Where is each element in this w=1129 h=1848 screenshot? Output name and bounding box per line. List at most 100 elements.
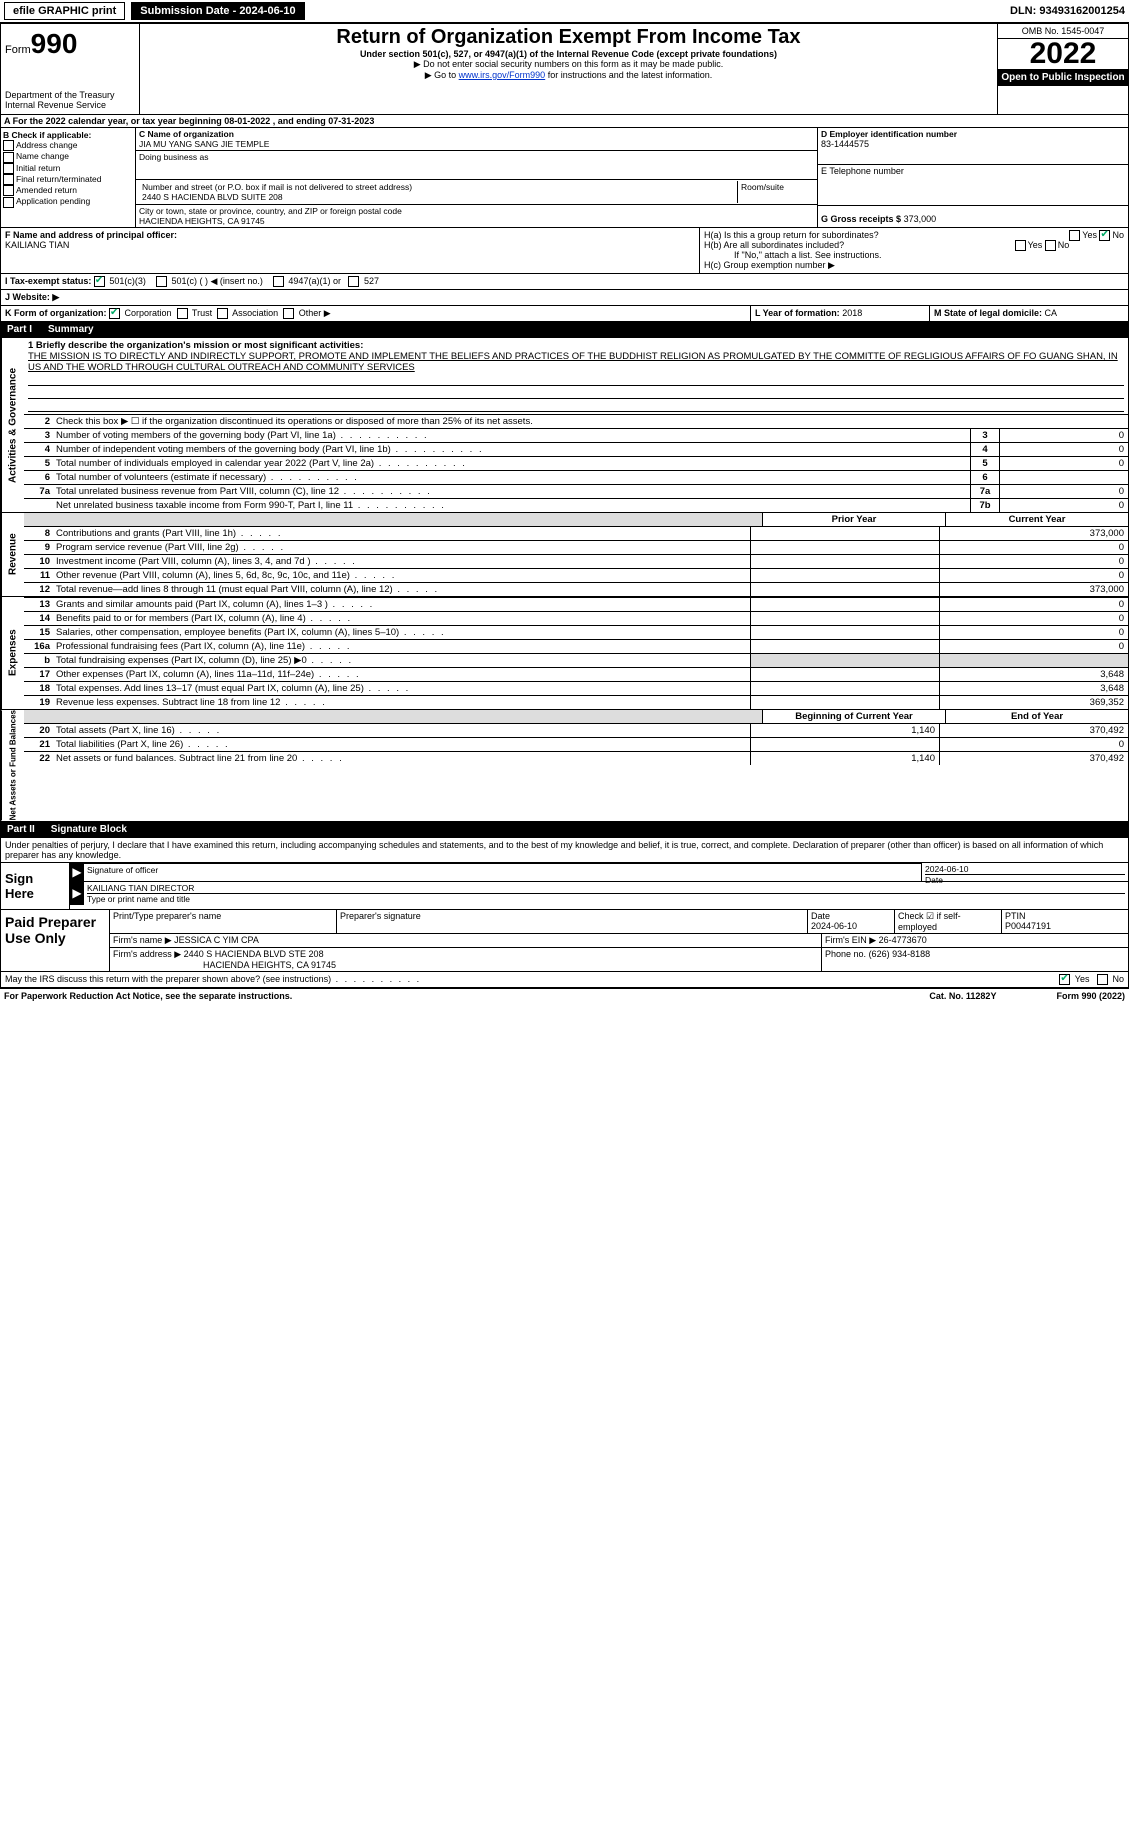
prep-ptin-col: PTINP00447191 xyxy=(1002,910,1128,933)
hb-yes-chk[interactable] xyxy=(1015,240,1026,251)
i-501c-chk[interactable] xyxy=(156,276,167,287)
submission-date-box: Submission Date - 2024-06-10 xyxy=(131,2,304,20)
revenue-content: Prior Year Current Year 8Contributions a… xyxy=(24,513,1128,596)
street-label: Number and street (or P.O. box if mail i… xyxy=(142,182,734,192)
line-13: 13Grants and similar amounts paid (Part … xyxy=(24,597,1128,611)
ha-no-chk[interactable] xyxy=(1099,230,1110,241)
line-21: 21Total liabilities (Part X, line 26)0 xyxy=(24,737,1128,751)
street-block: Number and street (or P.O. box if mail i… xyxy=(136,180,817,205)
revenue-hdr: Prior Year Current Year xyxy=(24,513,1128,526)
footer-left: For Paperwork Reduction Act Notice, see … xyxy=(4,991,292,1001)
i-527-chk[interactable] xyxy=(348,276,359,287)
sig-arrow-1: ▶ xyxy=(70,863,84,881)
l1-label: 1 Briefly describe the organization's mi… xyxy=(28,340,1124,351)
part-i-label: Part I xyxy=(7,324,32,335)
prep-selfemp-col: Check ☑ if self-employed xyxy=(895,910,1002,933)
prep-name-hdr: Print/Type preparer's name xyxy=(110,910,337,933)
sig-name-label: Type or print name and title xyxy=(87,894,1125,904)
ssn-note: ▶ Do not enter social security numbers o… xyxy=(146,59,991,70)
hc-label: H(c) Group exemption number ▶ xyxy=(704,260,1124,271)
sign-here-body: ▶ Signature of officer 2024-06-10 Date ▶… xyxy=(70,863,1128,909)
city-block: City or town, state or province, country… xyxy=(136,205,817,227)
line-4: 4Number of independent voting members of… xyxy=(24,442,1128,456)
prep-firm-addr: Firm's address ▶ 2440 S HACIENDA BLVD ST… xyxy=(110,948,822,971)
tax-year: 2022 xyxy=(998,39,1128,69)
city-label: City or town, state or province, country… xyxy=(139,206,814,216)
prep-row-1: Print/Type preparer's name Preparer's si… xyxy=(110,910,1128,934)
hb-label: H(b) Are all subordinates included? xyxy=(704,240,844,250)
line-7a: 7aTotal unrelated business revenue from … xyxy=(24,484,1128,498)
irs-yes-chk[interactable] xyxy=(1059,974,1070,985)
k-form-org: K Form of organization: Corporation Trus… xyxy=(1,306,750,321)
col-de: D Employer identification number 83-1444… xyxy=(818,128,1128,227)
room-suite-label: Room/suite xyxy=(738,181,814,203)
activities-content: 1 Briefly describe the organization's mi… xyxy=(24,338,1128,512)
header-right: OMB No. 1545-0047 2022 Open to Public In… xyxy=(997,24,1128,114)
line-22: 22Net assets or fund balances. Subtract … xyxy=(24,751,1128,765)
city-value: HACIENDA HEIGHTS, CA 91745 xyxy=(139,216,814,226)
i-4947-chk[interactable] xyxy=(273,276,284,287)
dept-treasury: Department of the Treasury xyxy=(5,90,135,100)
prep-row-3: Firm's address ▶ 2440 S HACIENDA BLVD ST… xyxy=(110,948,1128,971)
irs-link[interactable]: www.irs.gov/Form990 xyxy=(459,70,546,80)
form-number: Form990 xyxy=(5,28,135,60)
chk-amended-return[interactable]: Amended return xyxy=(3,185,133,196)
form-prefix: Form xyxy=(5,44,31,56)
line-b: bTotal fundraising expenses (Part IX, co… xyxy=(24,653,1128,667)
dept-irs: Internal Revenue Service xyxy=(5,100,135,110)
ein-value: 83-1444575 xyxy=(821,139,1125,149)
mission-text: THE MISSION IS TO DIRECTLY AND INDIRECTL… xyxy=(28,351,1124,373)
form-title: Return of Organization Exempt From Incom… xyxy=(146,26,991,49)
vtab-netassets: Net Assets or Fund Balances xyxy=(1,710,24,820)
netassets-content: Beginning of Current Year End of Year 20… xyxy=(24,710,1128,820)
chk-name-change[interactable]: Name change xyxy=(3,151,133,162)
form-subtitle: Under section 501(c), 527, or 4947(a)(1)… xyxy=(146,49,991,59)
prep-firm-name: Firm's name ▶ JESSICA C YIM CPA xyxy=(110,934,822,947)
line-10: 10Investment income (Part VIII, column (… xyxy=(24,554,1128,568)
chk-application-pending[interactable]: Application pending xyxy=(3,196,133,207)
line-17: 17Other expenses (Part IX, column (A), l… xyxy=(24,667,1128,681)
header-left: Form990 Department of the Treasury Inter… xyxy=(1,24,140,114)
f-value: KAILIANG TIAN xyxy=(5,240,695,250)
principal-officer: F Name and address of principal officer:… xyxy=(1,228,700,273)
line-6: 6Total number of volunteers (estimate if… xyxy=(24,470,1128,484)
chk-address-change[interactable]: Address change xyxy=(3,140,133,151)
i-501c3-chk[interactable] xyxy=(94,276,105,287)
k-other-chk[interactable] xyxy=(283,308,294,319)
hb-note: If "No," attach a list. See instructions… xyxy=(704,250,1124,260)
k-trust-chk[interactable] xyxy=(177,308,188,319)
b-title: B Check if applicable: xyxy=(3,130,133,140)
street-value: 2440 S HACIENDA BLVD SUITE 208 xyxy=(142,192,734,202)
hb-no-chk[interactable] xyxy=(1045,240,1056,251)
line-16a: 16aProfessional fundraising fees (Part I… xyxy=(24,639,1128,653)
vtab-activities: Activities & Governance xyxy=(1,338,24,512)
gross-receipts-block: G Gross receipts $ 373,000 xyxy=(818,206,1128,225)
h-group-return: H(a) Is this a group return for subordin… xyxy=(700,228,1128,273)
section-a-text: A For the 2022 calendar year, or tax yea… xyxy=(4,116,374,126)
prep-firm-phone: Phone no. (626) 934-8188 xyxy=(822,948,1128,971)
open-to-public: Open to Public Inspection xyxy=(998,69,1128,86)
line-3: 3Number of voting members of the governi… xyxy=(24,428,1128,442)
line-8: 8Contributions and grants (Part VIII, li… xyxy=(24,526,1128,540)
k-assoc-chk[interactable] xyxy=(217,308,228,319)
col-c-org-info: C Name of organization JIA MU YANG SANG … xyxy=(136,128,818,227)
end-year-hdr: End of Year xyxy=(945,710,1128,723)
org-name-block: C Name of organization JIA MU YANG SANG … xyxy=(136,128,817,151)
chk-final-return[interactable]: Final return/terminated xyxy=(3,174,133,185)
part-ii-title: Signature Block xyxy=(51,824,127,835)
line-14: 14Benefits paid to or for members (Part … xyxy=(24,611,1128,625)
gross-receipts-value: 373,000 xyxy=(904,214,937,224)
line-2: 2 Check this box ▶ ☐ if the organization… xyxy=(24,414,1128,428)
k-corp-chk[interactable] xyxy=(109,308,120,319)
org-name: JIA MU YANG SANG JIE TEMPLE xyxy=(139,139,814,149)
line-7b: Net unrelated business taxable income fr… xyxy=(24,498,1128,512)
irs-no-chk[interactable] xyxy=(1097,974,1108,985)
part-i-header: Part I Summary xyxy=(0,322,1129,338)
row-i-tax-exempt: I Tax-exempt status: 501(c)(3) 501(c) ( … xyxy=(0,274,1129,290)
paid-preparer-block: Paid Preparer Use Only Print/Type prepar… xyxy=(0,910,1129,972)
h-a-row: H(a) Is this a group return for subordin… xyxy=(704,230,1124,240)
ha-yes-chk[interactable] xyxy=(1069,230,1080,241)
paid-preparer-body: Print/Type preparer's name Preparer's si… xyxy=(110,910,1128,971)
chk-initial-return[interactable]: Initial return xyxy=(3,163,133,174)
dba-label: Doing business as xyxy=(139,152,814,162)
